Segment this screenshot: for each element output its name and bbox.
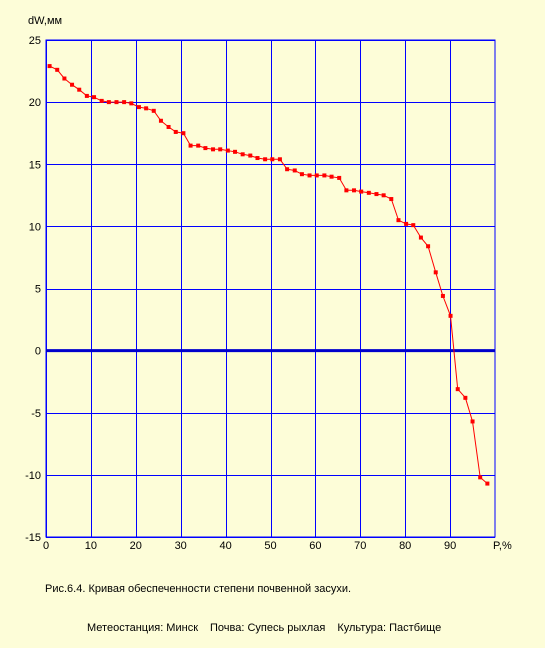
data-point bbox=[151, 108, 156, 113]
data-point bbox=[203, 146, 208, 151]
x-tick-label: 10 bbox=[85, 540, 97, 552]
data-point bbox=[196, 143, 201, 148]
caption-station: Метеостанция: Минск bbox=[87, 622, 199, 634]
x-tick-label: 0 bbox=[43, 540, 49, 552]
series bbox=[47, 64, 490, 486]
y-tick-label: -10 bbox=[25, 470, 41, 482]
data-point bbox=[70, 82, 75, 87]
data-point bbox=[84, 93, 89, 98]
y-tick-label: -5 bbox=[31, 408, 41, 420]
data-point bbox=[263, 157, 268, 162]
caption-soil: Почва: Супесь рыхлая bbox=[210, 622, 326, 634]
data-point bbox=[225, 148, 230, 153]
data-point bbox=[411, 223, 416, 228]
y-tick-label: 5 bbox=[35, 284, 41, 296]
data-point bbox=[218, 147, 223, 152]
plot-frame bbox=[45, 39, 496, 538]
chart: dW,мм P,% 0 10 20 30 40 50 60 70 80 902520151050-… bbox=[25, 15, 512, 552]
x-tick-label: 80 bbox=[399, 540, 411, 552]
x-tick-label: 90 bbox=[444, 540, 456, 552]
caption-crop: Культура: Пастбище bbox=[337, 622, 442, 634]
data-point bbox=[106, 100, 111, 105]
data-point bbox=[366, 190, 371, 195]
data-point bbox=[77, 87, 82, 92]
data-point bbox=[181, 131, 186, 136]
x-tick-label: 70 bbox=[354, 540, 366, 552]
y-tick-label: -15 bbox=[25, 532, 41, 544]
data-point bbox=[433, 270, 438, 275]
data-point bbox=[322, 173, 327, 178]
data-point bbox=[255, 156, 260, 161]
data-point bbox=[158, 118, 163, 123]
caption-title: Рис.6.4. Кривая обеспеченности степени п… bbox=[45, 583, 352, 595]
data-point bbox=[240, 152, 245, 157]
data-point bbox=[448, 313, 453, 318]
data-point bbox=[404, 221, 409, 226]
data-point bbox=[99, 98, 104, 103]
data-point bbox=[188, 143, 193, 148]
data-point bbox=[374, 192, 379, 197]
y-tick-label: 10 bbox=[29, 221, 41, 233]
data-point bbox=[314, 173, 319, 178]
data-point bbox=[173, 129, 178, 134]
data-point bbox=[92, 95, 97, 100]
data-point bbox=[359, 189, 364, 194]
grid bbox=[45, 39, 496, 538]
y-tick-label: 15 bbox=[29, 159, 41, 171]
data-point bbox=[233, 149, 238, 154]
data-point bbox=[463, 395, 468, 400]
x-axis-label: P,% bbox=[493, 540, 512, 552]
data-point bbox=[440, 293, 445, 298]
y-axis-label: dW,мм bbox=[28, 15, 62, 27]
data-point bbox=[129, 101, 134, 106]
data-point bbox=[211, 147, 216, 152]
x-tick-label: 40 bbox=[219, 540, 231, 552]
data-point bbox=[166, 124, 171, 129]
data-point bbox=[136, 105, 141, 110]
data-point bbox=[426, 244, 431, 249]
figure-caption: Рис.6.4. Кривая обеспеченности степени п… bbox=[45, 557, 453, 648]
data-point bbox=[299, 172, 304, 177]
data-point bbox=[144, 106, 149, 111]
data-point bbox=[292, 168, 297, 173]
data-point bbox=[285, 167, 290, 172]
data-point bbox=[418, 235, 423, 240]
data-point bbox=[344, 188, 349, 193]
data-point bbox=[478, 475, 483, 480]
data-point bbox=[337, 175, 342, 180]
x-tick-label: 20 bbox=[130, 540, 142, 552]
data-point bbox=[485, 481, 490, 486]
data-point bbox=[455, 387, 460, 392]
data-point bbox=[396, 218, 401, 223]
x-tick-label: 50 bbox=[264, 540, 276, 552]
series-line bbox=[49, 65, 488, 484]
data-point bbox=[270, 157, 275, 162]
data-point bbox=[307, 173, 312, 178]
data-point bbox=[470, 419, 475, 424]
x-tick-label: 60 bbox=[309, 540, 321, 552]
data-point bbox=[47, 64, 52, 69]
x-tick-label: 30 bbox=[175, 540, 187, 552]
data-point bbox=[114, 100, 119, 105]
data-point bbox=[277, 157, 282, 162]
data-point bbox=[122, 100, 127, 105]
data-point bbox=[55, 67, 60, 72]
data-point bbox=[389, 197, 394, 202]
data-point bbox=[381, 193, 386, 198]
data-point bbox=[329, 174, 334, 179]
data-point bbox=[248, 153, 253, 158]
y-tick-label: 25 bbox=[29, 35, 41, 47]
y-tick-label: 0 bbox=[35, 346, 41, 358]
y-tick-label: 20 bbox=[29, 97, 41, 109]
data-point bbox=[352, 188, 357, 193]
data-point bbox=[62, 76, 67, 81]
